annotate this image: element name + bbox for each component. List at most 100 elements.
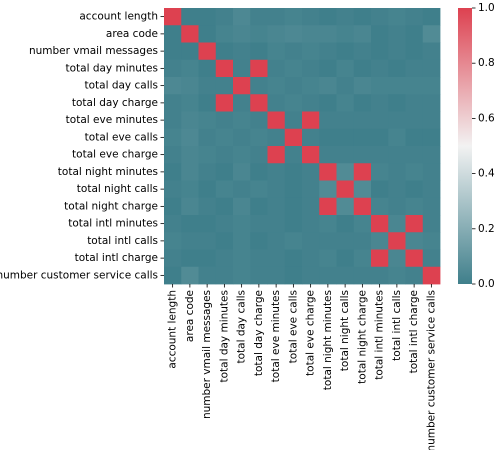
heatmap-cell [388,266,406,285]
heatmap-cell [388,232,406,250]
heatmap-cell [250,25,268,43]
heatmap-cell [353,180,372,199]
heatmap-cell [336,215,355,233]
heatmap-cell [164,94,182,112]
heatmap-cell [181,249,199,268]
heatmap-cell [371,197,389,216]
heatmap-cell [267,232,286,250]
heatmap-cell [405,77,424,95]
heatmap-cell [164,266,182,285]
heatmap-cell [353,77,372,95]
x-tick-label: total intl charge [408,290,420,373]
heatmap-cell [302,8,320,26]
heatmap-cell [267,249,286,268]
heatmap-cell [267,77,286,95]
heatmap-cell [336,232,355,250]
heatmap-cell [319,25,337,43]
heatmap-cell [319,249,337,268]
heatmap-cell [215,197,234,216]
heatmap-cell [233,25,251,43]
heatmap-cell [233,249,251,268]
heatmap-cell [388,111,406,130]
heatmap-cell [422,77,441,95]
x-tick-label: number customer service calls [425,290,437,450]
heatmap-cell [267,8,286,26]
heatmap-cell [336,180,355,199]
x-tick-label: total day minutes [218,290,230,383]
heatmap-cell [215,128,234,147]
colorbar-bar [458,8,472,284]
heatmap-cell [250,232,268,250]
heatmap-cell [164,111,182,130]
heatmap-cell [388,146,406,164]
x-tick-label: total night charge [356,290,368,384]
heatmap-cell [164,249,182,268]
heatmap-cell [250,266,268,285]
colorbar-tick-label: 0.0 [478,278,495,290]
y-tick-label: total night minutes [58,166,158,178]
heatmap-cell [215,215,234,233]
heatmap-cell [215,232,234,250]
heatmap-cell [181,111,199,130]
heatmap-cell [388,180,406,199]
heatmap-cell [302,77,320,95]
x-tick-label: total night minutes [322,290,334,390]
heatmap-cell [336,197,355,216]
heatmap-cell [284,215,303,233]
heatmap-cell [405,180,424,199]
heatmap-cell [284,42,303,61]
colorbar-tick-label: 0.4 [478,168,495,180]
heatmap-cell [215,42,234,61]
colorbar-tick-label: 0.2 [478,223,495,235]
heatmap-cell [371,266,389,285]
heatmap-cell [198,232,217,250]
heatmap-cell [353,25,372,43]
heatmap-cell [250,8,268,26]
x-tick-label: total night calls [339,290,351,371]
heatmap-cell [284,94,303,112]
heatmap-cell [353,232,372,250]
heatmap-cell [388,59,406,78]
heatmap-cell [181,8,199,26]
heatmap-cell [267,59,286,78]
heatmap-cell [198,146,217,164]
heatmap-cell [267,163,286,181]
heatmap-cell [371,8,389,26]
x-tick-label: area code [184,290,196,342]
heatmap-cell [164,59,182,78]
heatmap-cell [353,94,372,112]
heatmap-cell [336,42,355,61]
heatmap-cell [405,59,424,78]
heatmap-cell [353,111,372,130]
heatmap-cell [371,94,389,112]
heatmap-cell [284,197,303,216]
heatmap-cell [336,59,355,78]
heatmap-cell [405,111,424,130]
heatmap-cell [198,8,217,26]
y-tick-label: total eve charge [72,149,158,161]
heatmap-cell [181,215,199,233]
heatmap-cell [353,146,372,164]
heatmap-cell [353,266,372,285]
heatmap-cell [422,59,441,78]
heatmap-cell [371,77,389,95]
heatmap-cell [181,146,199,164]
y-tick-label: total night calls [77,183,158,195]
heatmap-cell [250,197,268,216]
heatmap-cell [233,215,251,233]
heatmap-cell [319,215,337,233]
heatmap-cell [198,25,217,43]
x-tick-label: total intl minutes [374,290,386,380]
y-tick-label: total intl charge [75,252,158,264]
heatmap-cell [302,163,320,181]
heatmap-cell [267,180,286,199]
heatmap-cell [215,180,234,199]
heatmap-cell [422,94,441,112]
heatmap-cell [267,25,286,43]
heatmap-cell [181,180,199,199]
heatmap-cell [181,266,199,285]
heatmap-cell [319,111,337,130]
heatmap-cell [267,94,286,112]
heatmap-cell [215,163,234,181]
